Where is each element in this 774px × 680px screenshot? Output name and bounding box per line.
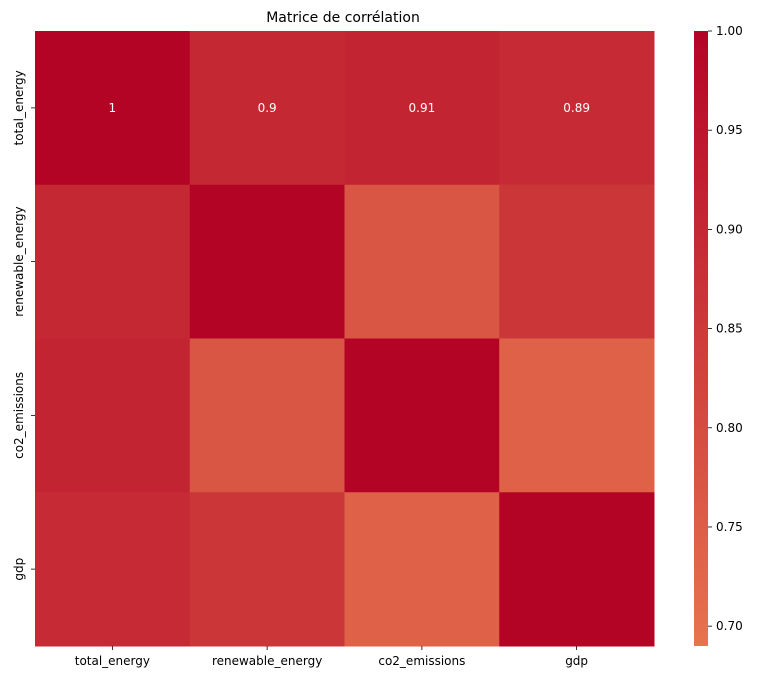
- heatmap-cell: [189, 184, 345, 339]
- colorbar-tick-label: 0.95: [716, 123, 743, 137]
- heatmap-cells: [35, 31, 655, 647]
- cell-annotations: 1 0.9 0.91 0.89: [109, 101, 590, 115]
- cell-annotation: 1: [109, 101, 117, 115]
- x-tick-label: gdp: [565, 654, 588, 668]
- heatmap-cell: [35, 492, 191, 647]
- x-tick-label: renewable_energy: [212, 654, 322, 668]
- y-tick-label: co2_emissions: [12, 372, 26, 459]
- cell-annotation: 0.91: [409, 101, 436, 115]
- cell-annotation: 0.9: [258, 101, 277, 115]
- x-tick-label: co2_emissions: [378, 654, 465, 668]
- cell-annotation: 0.89: [563, 101, 590, 115]
- heatmap-cell: [189, 492, 345, 647]
- x-tick-label: total_energy: [75, 654, 150, 668]
- heatmap-cell: [35, 184, 191, 339]
- y-tick-label: gdp: [12, 558, 26, 581]
- y-tick-label: total_energy: [12, 70, 26, 145]
- colorbar-tick-label: 0.85: [716, 322, 743, 336]
- heatmap-cell: [344, 184, 500, 339]
- heatmap-cell: [344, 492, 500, 647]
- heatmap-cell: [499, 338, 655, 493]
- heatmap-cell: [35, 338, 191, 493]
- heatmap-cell: [35, 31, 191, 186]
- heatmap-cell: [189, 338, 345, 493]
- heatmap-cell: [344, 338, 500, 493]
- heatmap-cell: [499, 184, 655, 339]
- y-tick-label: renewable_energy: [12, 206, 26, 316]
- heatmap-cell: [499, 492, 655, 647]
- colorbar-tick-label: 1.00: [716, 24, 743, 38]
- heatmap-cell: [344, 31, 500, 186]
- chart-title: Matrice de corrélation: [266, 10, 420, 26]
- x-axis-ticks: total_energy renewable_energy co2_emission…: [75, 646, 588, 668]
- heatmap-cell: [189, 31, 345, 186]
- colorbar-tick-label: 0.75: [716, 520, 743, 534]
- colorbar-tick-label: 0.70: [716, 619, 743, 633]
- y-axis-ticks: total_energy renewable_energy co2_emission…: [12, 70, 35, 581]
- heatmap-cell: [499, 31, 655, 186]
- colorbar-ticks: 1.00 0.95 0.90 0.85 0.80 0.75 0.70: [708, 24, 743, 633]
- colorbar-tick-label: 0.90: [716, 222, 743, 236]
- colorbar-tick-label: 0.80: [716, 421, 743, 435]
- colorbar: [694, 31, 708, 646]
